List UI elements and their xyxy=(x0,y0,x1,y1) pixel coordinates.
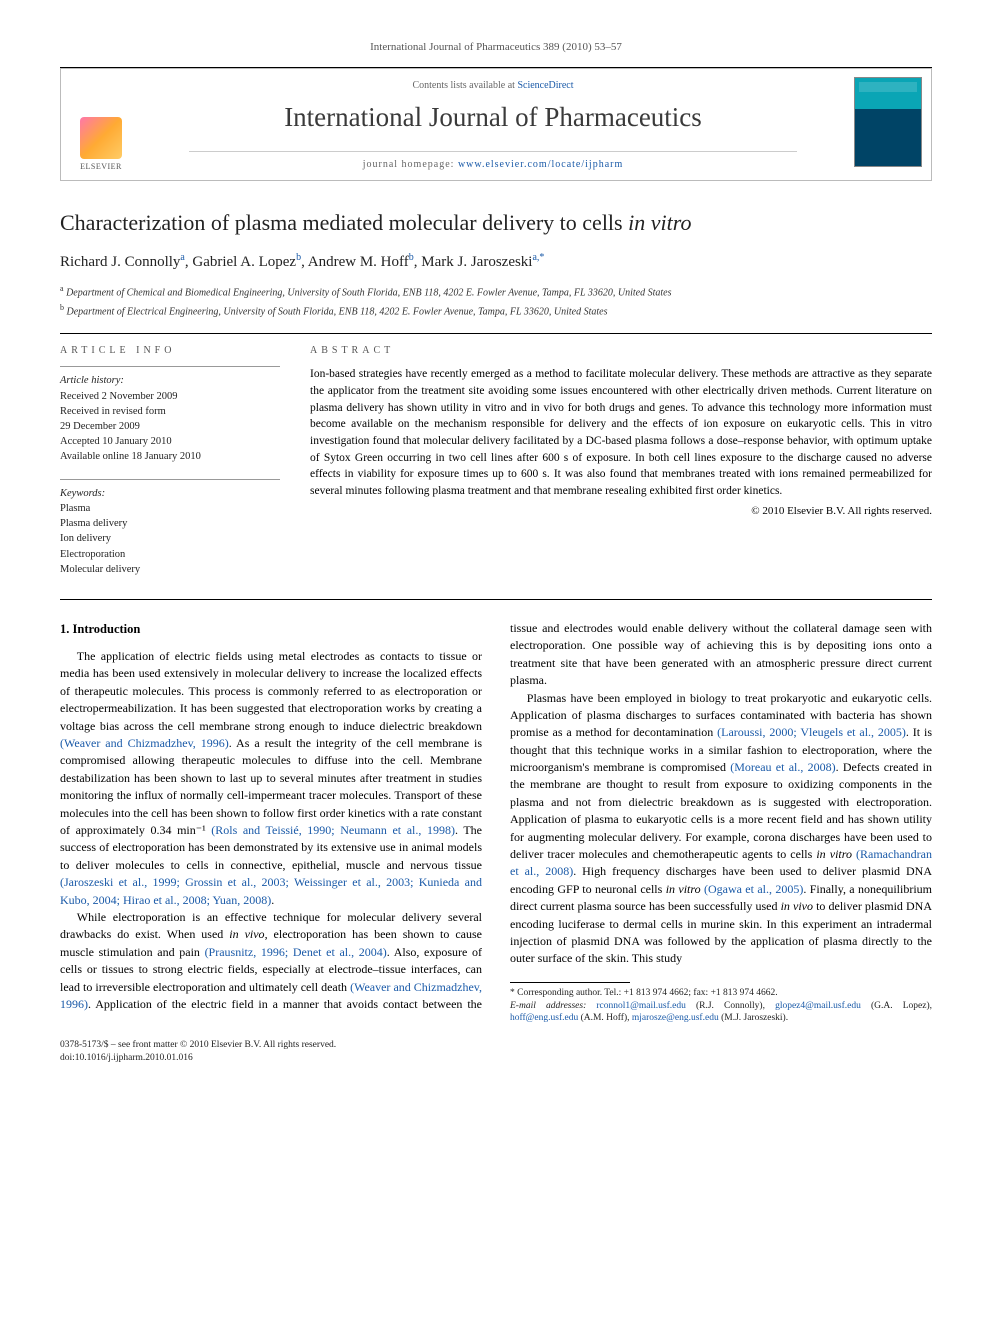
meta-abstract-row: article info Article history: Received 2… xyxy=(60,344,932,591)
keywords-head: Keywords: xyxy=(60,488,105,499)
p2ital: in vivo xyxy=(229,927,264,941)
author-2-sup: b xyxy=(296,252,301,263)
contents-prefix: Contents lists available at xyxy=(412,80,517,91)
article-info-col: article info Article history: Received 2… xyxy=(60,344,280,591)
cite-9[interactable]: (Ogawa et al., 2005) xyxy=(704,882,803,896)
affil-a-text: Department of Chemical and Biomedical En… xyxy=(66,287,671,298)
author-1-sup: a xyxy=(180,252,184,263)
footer: 0378-5173/$ – see front matter © 2010 El… xyxy=(60,1039,932,1065)
journal-name: International Journal of Pharmaceutics xyxy=(149,99,837,137)
author-2-name: Gabriel A. Lopez xyxy=(192,254,296,270)
abstract-col: abstract Ion-based strategies have recen… xyxy=(310,344,932,591)
rule-above-meta xyxy=(60,333,932,334)
author-3-sup: b xyxy=(409,252,414,263)
journal-cover-thumb xyxy=(854,77,922,167)
header-center: Contents lists available at ScienceDirec… xyxy=(141,69,845,180)
elsevier-label: ELSEVIER xyxy=(80,161,122,172)
homepage-prefix: journal homepage: xyxy=(363,159,458,170)
affil-b-sup: b xyxy=(60,303,64,312)
footer-issn: 0378-5173/$ – see front matter © 2010 El… xyxy=(60,1039,932,1052)
emails-label: E-mail addresses: xyxy=(510,1001,596,1011)
elsevier-logo: ELSEVIER xyxy=(73,110,129,172)
author-1-name: Richard J. Connolly xyxy=(60,254,180,270)
article-info-head: article info xyxy=(60,344,280,358)
title-italic: in vitro xyxy=(628,210,691,235)
para-1: The application of electric fields using… xyxy=(60,648,482,909)
emails-line: E-mail addresses: rconnol1@mail.usf.edu … xyxy=(510,1000,932,1026)
history-4: Available online 18 January 2010 xyxy=(60,451,201,462)
cover-cell xyxy=(845,69,931,180)
footer-doi: doi:10.1016/j.ijpharm.2010.01.016 xyxy=(60,1052,932,1065)
intro-head: 1. Introduction xyxy=(60,620,482,638)
history-3: Accepted 10 January 2010 xyxy=(60,436,172,447)
cite-6[interactable]: (Laroussi, 2000; Vleugels et al., 2005) xyxy=(717,725,906,739)
email-2-who: (G.A. Lopez) xyxy=(871,1001,930,1011)
kw-3: Electroporation xyxy=(60,549,125,560)
p1b: . As a result the integrity of the cell … xyxy=(60,736,482,837)
para-3: Plasmas have been employed in biology to… xyxy=(510,690,932,968)
author-3-name: Andrew M. Hoff xyxy=(308,254,409,270)
author-1: Richard J. Connollya xyxy=(60,254,185,270)
email-3[interactable]: hoff@eng.usf.edu xyxy=(510,1013,578,1023)
cite-2[interactable]: (Rols and Teissié, 1990; Neumann et al.,… xyxy=(211,823,455,837)
homepage-line: journal homepage: www.elsevier.com/locat… xyxy=(189,151,797,172)
affil-a-sup: a xyxy=(60,284,64,293)
history-1: Received in revised form xyxy=(60,406,166,417)
abstract-head: abstract xyxy=(310,344,932,358)
abstract-text: Ion-based strategies have recently emerg… xyxy=(310,366,932,499)
contents-line: Contents lists available at ScienceDirec… xyxy=(149,79,837,93)
p3ital3: in vivo xyxy=(781,899,813,913)
keywords-block: Keywords: Plasma Plasma delivery Ion del… xyxy=(60,479,280,577)
p3c: . Defects created in the membrane are th… xyxy=(510,760,932,861)
p1a: The application of electric fields using… xyxy=(60,649,482,733)
history-0: Received 2 November 2009 xyxy=(60,391,178,402)
p3ital1: in vitro xyxy=(816,847,856,861)
history-head: Article history: xyxy=(60,375,124,386)
cite-7[interactable]: (Moreau et al., 2008) xyxy=(730,760,835,774)
affiliation-a: a Department of Chemical and Biomedical … xyxy=(60,283,932,300)
email-4[interactable]: mjarosze@eng.usf.edu xyxy=(632,1013,719,1023)
journal-header: ELSEVIER Contents lists available at Sci… xyxy=(60,68,932,181)
affiliation-b: b Department of Electrical Engineering, … xyxy=(60,302,932,319)
author-list: Richard J. Connollya, Gabriel A. Lopezb,… xyxy=(60,251,932,273)
homepage-link[interactable]: www.elsevier.com/locate/ijpharm xyxy=(458,159,623,170)
elsevier-tree-icon xyxy=(80,117,122,159)
footnote-rule xyxy=(510,982,630,983)
footnote-wrapper: * Corresponding author. Tel.: +1 813 974… xyxy=(510,982,932,1025)
kw-0: Plasma xyxy=(60,503,90,514)
abstract-copyright: © 2010 Elsevier B.V. All rights reserved… xyxy=(310,504,932,519)
author-2: Gabriel A. Lopezb xyxy=(192,254,301,270)
p1d: . xyxy=(271,893,274,907)
body-columns: 1. Introduction The application of elect… xyxy=(60,620,932,1025)
author-4-sup: a,* xyxy=(532,252,544,263)
kw-1: Plasma delivery xyxy=(60,518,127,529)
corr-author: * Corresponding author. Tel.: +1 813 974… xyxy=(510,987,932,1000)
author-4-name: Mark J. Jaroszeski xyxy=(421,254,532,270)
article-title: Characterization of plasma mediated mole… xyxy=(60,209,932,237)
author-4: Mark J. Jaroszeskia,* xyxy=(421,254,544,270)
author-3: Andrew M. Hoffb xyxy=(308,254,414,270)
footnotes: * Corresponding author. Tel.: +1 813 974… xyxy=(510,987,932,1025)
p3ital2: in vitro xyxy=(666,882,704,896)
email-3-who: (A.M. Hoff) xyxy=(581,1013,628,1023)
rule-below-meta xyxy=(60,599,932,600)
history-2: 29 December 2009 xyxy=(60,421,140,432)
publisher-logo-cell: ELSEVIER xyxy=(61,69,141,180)
kw-2: Ion delivery xyxy=(60,533,111,544)
affil-b-text: Department of Electrical Engineering, Un… xyxy=(67,306,608,317)
email-2[interactable]: glopez4@mail.usf.edu xyxy=(775,1001,861,1011)
history-block: Article history: Received 2 November 200… xyxy=(60,366,280,464)
title-text: Characterization of plasma mediated mole… xyxy=(60,210,628,235)
cite-1[interactable]: (Weaver and Chizmadzhev, 1996) xyxy=(60,736,229,750)
email-1[interactable]: rconnol1@mail.usf.edu xyxy=(596,1001,685,1011)
email-1-who: (R.J. Connolly) xyxy=(696,1001,763,1011)
cite-4[interactable]: (Prausnitz, 1996; Denet et al., 2004) xyxy=(205,945,387,959)
running-head: International Journal of Pharmaceutics 3… xyxy=(60,40,932,55)
sciencedirect-link[interactable]: ScienceDirect xyxy=(517,80,573,91)
kw-4: Molecular delivery xyxy=(60,564,140,575)
email-4-who: (M.J. Jaroszeski) xyxy=(721,1013,786,1023)
